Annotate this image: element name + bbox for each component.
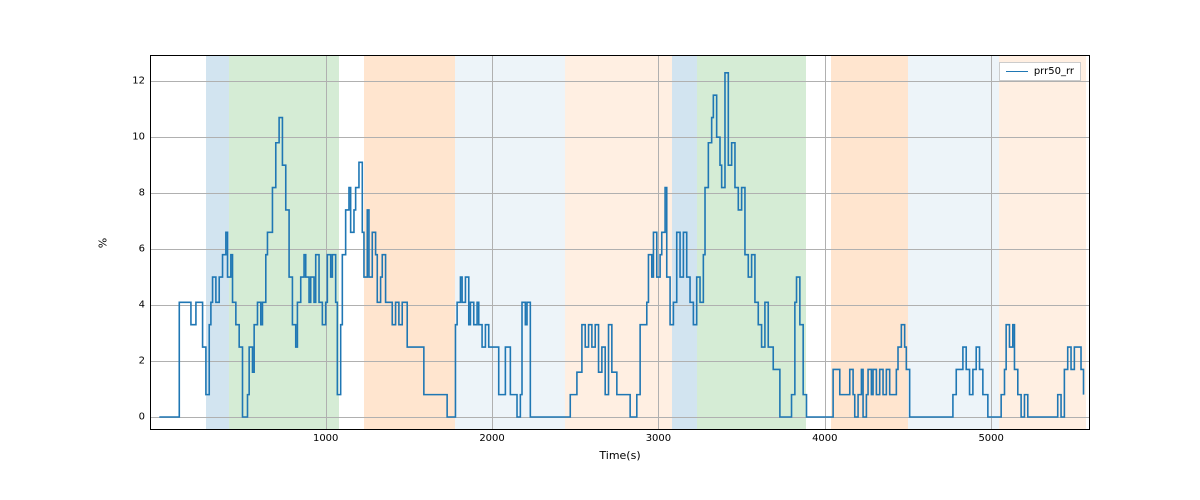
plot-area: 024681012 10002000300040005000 % Time(s)… — [150, 55, 1090, 430]
y-tick-label: 0 — [139, 412, 151, 423]
x-tick-label: 2000 — [479, 429, 504, 444]
x-tick-label: 3000 — [646, 429, 671, 444]
y-tick-label: 2 — [139, 356, 151, 367]
y-tick-label: 4 — [139, 300, 151, 311]
y-tick-label: 12 — [132, 76, 151, 87]
y-tick-label: 6 — [139, 244, 151, 255]
y-axis-title: % — [97, 237, 110, 247]
legend-swatch — [1006, 71, 1028, 72]
y-tick-label: 8 — [139, 188, 151, 199]
y-tick-label: 10 — [132, 132, 151, 143]
chart-root: 0 2 4 6 8 10 12 1000 2000 3000 4000 5000 % Time(s)… — [0, 0, 1200, 500]
x-axis-title: Time(s) — [599, 449, 640, 462]
legend-label: prr50_rr — [1034, 66, 1074, 77]
line-series — [151, 56, 1091, 431]
x-tick-label: 1000 — [313, 429, 338, 444]
x-tick-label: 4000 — [812, 429, 837, 444]
legend: prr50_rr — [999, 62, 1081, 81]
x-tick-label: 5000 — [978, 429, 1003, 444]
